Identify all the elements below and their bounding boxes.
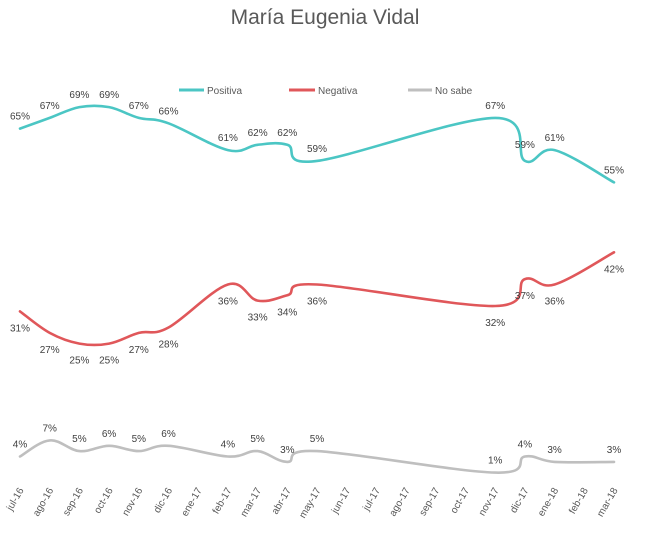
data-label-no-sabe: 4% [13,440,28,451]
x-tick-label: feb-18 [567,486,591,516]
legend-item-no-sabe: No sabe [408,86,473,97]
x-tick-label: jul-17 [361,486,383,514]
data-label-negativa: 36% [545,297,565,308]
legend-item-positiva: Positiva [179,86,242,97]
series-line-no-sabe [18,439,616,474]
data-label-negativa: 32% [485,318,505,329]
legend-label-positiva: Positiva [207,86,242,97]
x-tick-label: ene-18 [536,486,561,519]
series-line-positiva [18,104,616,184]
x-tick-label: dic-16 [152,486,175,515]
data-label-positiva: 69% [99,90,119,101]
data-label-positiva: 61% [218,133,238,144]
x-tick-label: mar-18 [595,486,621,519]
data-label-positiva: 67% [40,101,60,112]
x-tick-label: nov-17 [477,486,502,518]
data-label-no-sabe: 5% [132,434,147,445]
data-label-no-sabe: 5% [72,434,87,445]
data-label-no-sabe: 5% [250,434,265,445]
x-tick-label: ago-17 [388,486,413,519]
data-label-positiva: 65% [10,112,30,123]
data-label-no-sabe: 1% [488,456,503,467]
data-label-negativa: 34% [277,307,297,318]
data-label-negativa: 36% [307,297,327,308]
data-label-negativa: 37% [515,291,535,302]
series-line-negativa [18,251,616,347]
data-label-positiva: 66% [158,106,178,117]
data-label-positiva: 67% [485,101,505,112]
data-label-negativa: 28% [158,340,178,351]
chart-title: María Eugenia Vidal [231,6,420,29]
x-tick-label: sep-17 [418,486,443,518]
data-label-positiva: 59% [307,144,327,155]
data-label-positiva: 62% [248,128,268,139]
legend-label-negativa: Negativa [318,86,358,97]
data-label-no-sabe: 7% [42,423,57,434]
x-tick-label: nov-16 [121,486,146,518]
data-label-negativa: 25% [69,356,89,367]
data-label-negativa: 25% [99,356,119,367]
data-label-negativa: 33% [248,313,268,324]
x-tick-label: jul-16 [4,486,26,514]
data-label-no-sabe: 4% [221,440,236,451]
x-tick-label: may-17 [297,486,323,521]
x-tick-label: oct-16 [92,486,116,516]
data-label-negativa: 27% [129,345,149,356]
data-label-negativa: 36% [218,297,238,308]
legend-label-no-sabe: No sabe [435,86,473,97]
x-tick-label: sep-16 [61,486,86,518]
x-tick-label: ene-17 [180,486,205,519]
data-label-negativa: 31% [10,323,30,334]
x-tick-label: abr-17 [270,486,294,517]
data-label-no-sabe: 3% [607,445,622,456]
data-label-positiva: 61% [545,133,565,144]
data-label-no-sabe: 5% [310,434,325,445]
data-label-no-sabe: 3% [280,445,295,456]
legend-item-negativa: Negativa [289,86,358,97]
data-label-positiva: 67% [129,101,149,112]
data-label-no-sabe: 6% [161,429,176,440]
data-label-no-sabe: 3% [547,445,562,456]
data-label-negativa: 42% [604,264,624,275]
plot-area: 65% 67% 69% 69% 67% 66% 61% 62% 62% 59% 67% 59% 61% 5… [10,90,624,474]
x-tick-label: ago-16 [31,486,56,519]
data-label-positiva: 59% [515,140,535,151]
data-label-positiva: 69% [69,90,89,101]
x-axis: jul-16 ago-16 sep-16 oct-16 nov-16 dic-16 ene-… [4,486,620,521]
data-label-positiva: 55% [604,165,624,176]
legend: Positiva Negativa No sabe [179,86,473,97]
x-tick-label: feb-17 [211,486,235,516]
data-label-negativa: 27% [40,345,60,356]
x-tick-label: jun-17 [329,486,353,517]
data-label-positiva: 62% [277,128,297,139]
x-tick-label: mar-17 [239,486,265,519]
x-tick-label: oct-17 [449,486,473,516]
x-tick-label: dic-17 [508,486,531,515]
data-label-no-sabe: 4% [518,440,533,451]
data-label-no-sabe: 6% [102,429,117,440]
